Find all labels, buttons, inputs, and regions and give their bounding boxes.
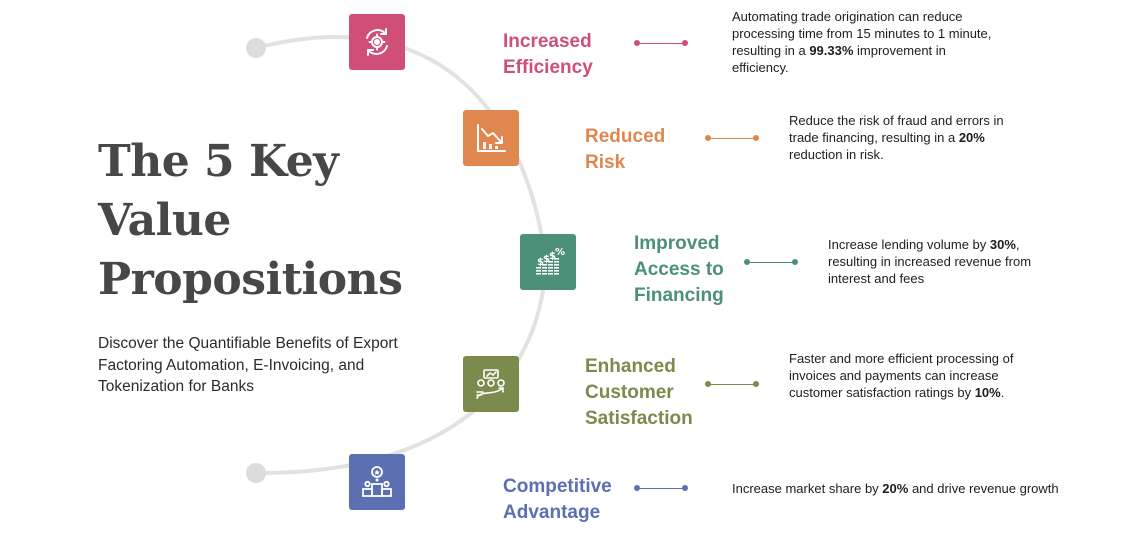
arc-end-dot	[246, 463, 266, 483]
desc-increased-efficiency: Automating trade origination can reduce …	[732, 9, 992, 75]
heading-customer-satisfaction: Enhanced Customer Satisfaction	[585, 356, 693, 429]
desc-improved-access: Increase lending volume by 30%, resultin…	[828, 237, 1032, 286]
customer-rating-icon	[476, 369, 505, 399]
arc-start-dot	[246, 38, 266, 58]
tile-reduced-risk	[463, 110, 519, 166]
declining-chart-icon	[477, 124, 506, 152]
desc-customer-satisfaction: Faster and more efficient processing of …	[789, 351, 1014, 400]
desc-competitive-advantage: Increase market share by 20% and drive r…	[732, 481, 1059, 496]
svg-text:%: %	[555, 247, 565, 258]
connector-competitive-advantage	[634, 484, 688, 492]
heading-competitive-advantage: Competitive Advantage	[503, 476, 612, 523]
connector-customer-satisfaction	[705, 380, 759, 388]
connector-improved-access	[744, 258, 798, 266]
svg-text:$: $	[549, 251, 556, 262]
tile-customer-satisfaction	[463, 356, 519, 412]
connector-increased-efficiency	[634, 39, 688, 47]
heading-improved-access: Improved Access to Financing	[634, 233, 724, 306]
tile-competitive-advantage	[349, 454, 405, 510]
heading-reduced-risk: Reduced Risk	[585, 126, 666, 173]
tile-improved-access: $ $ $ %	[520, 234, 576, 290]
page-title: The 5 Key Value Propositions	[98, 136, 403, 305]
tile-increased-efficiency	[349, 14, 405, 70]
desc-reduced-risk: Reduce the risk of fraud and errors in t…	[789, 113, 1004, 162]
heading-increased-efficiency: Increased Efficiency	[503, 31, 593, 78]
page-subtitle: Discover the Quantifiable Benefits of Ex…	[98, 335, 398, 395]
podium-icon	[362, 466, 392, 497]
connector-reduced-risk	[705, 134, 759, 142]
money-stacks-icon: $ $ $ %	[536, 247, 565, 275]
gear-refresh-icon	[366, 28, 388, 56]
svg-text:$: $	[543, 254, 550, 265]
svg-text:$: $	[537, 257, 544, 268]
